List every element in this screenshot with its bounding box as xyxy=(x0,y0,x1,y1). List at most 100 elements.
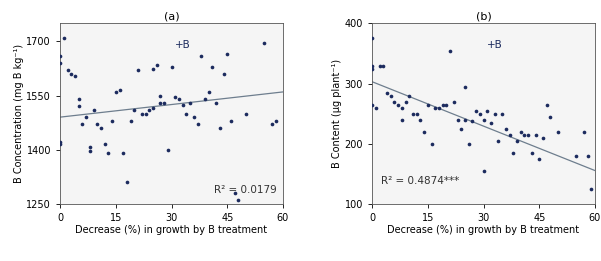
Point xyxy=(148,66,158,70)
Point xyxy=(501,126,511,130)
Text: R² = 0.4874***: R² = 0.4874*** xyxy=(381,176,459,186)
Point xyxy=(189,115,198,119)
Text: R² = 0.0179: R² = 0.0179 xyxy=(213,185,276,195)
Point xyxy=(55,54,65,58)
Point xyxy=(471,109,481,113)
Point xyxy=(81,115,91,119)
Point xyxy=(174,97,184,101)
Point xyxy=(445,48,455,52)
Point xyxy=(74,104,84,108)
Point xyxy=(182,111,191,116)
Point xyxy=(587,186,596,191)
Point xyxy=(479,117,489,122)
Point xyxy=(393,102,403,106)
Point xyxy=(408,111,418,116)
Point xyxy=(572,153,581,158)
Point xyxy=(401,99,410,104)
Point xyxy=(542,102,552,106)
Point xyxy=(438,102,448,106)
Point xyxy=(148,106,158,110)
Point xyxy=(185,101,195,105)
Point xyxy=(222,52,232,56)
Point xyxy=(204,90,213,94)
Point xyxy=(553,129,563,134)
Point xyxy=(118,151,128,155)
Point xyxy=(490,111,499,116)
Point xyxy=(412,111,421,116)
Point xyxy=(416,117,426,122)
Point xyxy=(516,129,525,134)
Point xyxy=(397,105,407,110)
Point xyxy=(579,129,588,134)
Point xyxy=(475,111,484,116)
Point xyxy=(367,63,377,68)
Point xyxy=(178,102,188,106)
Point xyxy=(404,93,414,98)
Point xyxy=(63,68,72,72)
Point xyxy=(367,66,377,70)
Point xyxy=(137,111,147,116)
Point xyxy=(141,111,150,116)
Point xyxy=(103,151,113,155)
Point xyxy=(460,84,470,88)
Y-axis label: B Content (μg plant⁻¹): B Content (μg plant⁻¹) xyxy=(332,59,342,168)
Point xyxy=(219,72,228,76)
Point xyxy=(430,105,440,110)
Point xyxy=(74,97,84,101)
Point xyxy=(212,101,221,105)
X-axis label: Decrease (%) in growth by B treatment: Decrease (%) in growth by B treatment xyxy=(388,226,579,235)
Point xyxy=(379,63,388,68)
Point xyxy=(234,198,243,202)
Point xyxy=(468,119,477,123)
Point xyxy=(171,95,180,99)
Point xyxy=(152,63,162,67)
Point xyxy=(486,120,496,124)
Point xyxy=(434,105,444,110)
Point xyxy=(126,119,135,123)
Point xyxy=(93,122,102,126)
Point xyxy=(531,132,540,137)
Point xyxy=(115,88,124,92)
Point xyxy=(389,99,399,104)
Point xyxy=(464,141,474,146)
Title: (b): (b) xyxy=(475,11,492,21)
Text: +B: +B xyxy=(175,40,191,50)
Point xyxy=(534,157,544,161)
Point xyxy=(200,97,210,101)
Point xyxy=(483,109,492,113)
Point xyxy=(89,108,99,112)
Point xyxy=(479,169,489,173)
Point xyxy=(527,150,537,155)
Point xyxy=(197,54,206,58)
Point xyxy=(457,126,466,130)
Point xyxy=(55,140,65,144)
Point xyxy=(122,180,132,184)
Point xyxy=(108,119,117,123)
Point xyxy=(497,111,507,116)
Y-axis label: B Concentration (mg B kg⁻¹): B Concentration (mg B kg⁻¹) xyxy=(14,44,23,183)
Point xyxy=(55,61,65,65)
Point xyxy=(193,122,203,126)
Point xyxy=(367,102,377,106)
Point xyxy=(397,117,407,122)
Point xyxy=(85,145,94,149)
Point xyxy=(371,105,380,110)
Point xyxy=(449,99,459,104)
Point xyxy=(427,141,436,146)
Point xyxy=(55,142,65,146)
Point xyxy=(130,108,139,112)
Point xyxy=(523,132,533,137)
Point xyxy=(111,90,121,94)
Point xyxy=(215,126,225,130)
Point xyxy=(166,65,176,69)
Point xyxy=(96,126,106,130)
Point xyxy=(230,191,239,195)
Point xyxy=(67,72,76,76)
Point xyxy=(382,90,392,94)
Point xyxy=(442,102,451,106)
Point xyxy=(460,117,470,122)
Point xyxy=(386,93,395,98)
Point xyxy=(583,153,593,158)
Point xyxy=(508,150,518,155)
Point xyxy=(423,102,433,106)
